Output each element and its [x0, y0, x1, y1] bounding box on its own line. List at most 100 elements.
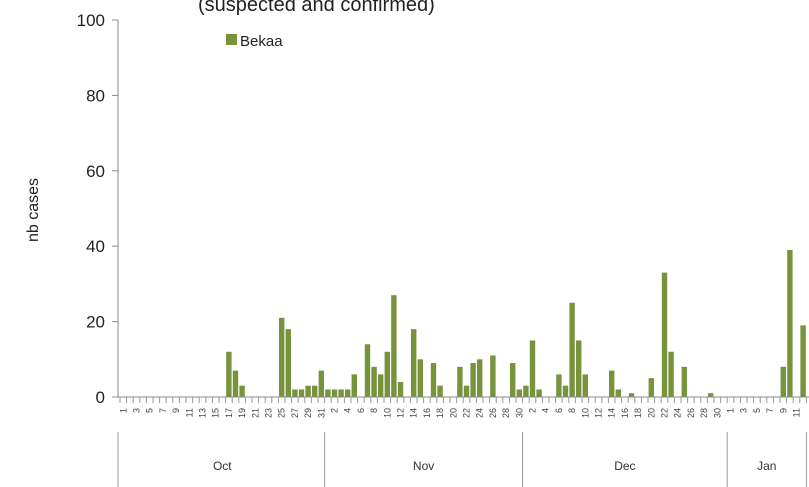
bar — [510, 363, 516, 397]
x-tick-label: 4 — [541, 408, 551, 413]
x-tick-label: 8 — [567, 408, 577, 413]
bar — [661, 272, 668, 397]
bar — [430, 363, 437, 397]
x-tick-label: 29 — [303, 408, 313, 418]
x-tick-label: 25 — [277, 408, 287, 418]
bar — [384, 351, 390, 397]
x-tick-label: 14 — [409, 408, 419, 418]
x-tick-label: 30 — [514, 408, 524, 418]
x-tick-label: 16 — [422, 408, 432, 418]
x-tick-label: 9 — [778, 408, 788, 413]
bar — [536, 389, 542, 397]
x-tick-label: 24 — [673, 408, 683, 418]
x-tick-label: 20 — [448, 408, 458, 418]
x-tick-label: 16 — [620, 408, 630, 418]
x-tick-label: 5 — [145, 408, 155, 413]
bar — [523, 385, 529, 397]
x-tick-label: 12 — [396, 408, 406, 418]
bar — [232, 370, 239, 397]
x-tick-label: 21 — [250, 408, 260, 418]
x-axis: 1 3 5 7 9 11 13 15 17 19 21 23 25 27 29 31 2 4 6 8 10 12 14 16 1… — [117, 396, 809, 487]
bar — [787, 249, 793, 397]
bar — [470, 363, 476, 397]
bar — [285, 329, 291, 397]
x-tick-label: 27 — [290, 408, 300, 418]
month-label: Oct — [213, 459, 232, 473]
legend-label-bekaa: Bekaa — [240, 33, 283, 50]
x-tick-label: 15 — [211, 408, 221, 418]
y-tick-label: 60 — [86, 162, 105, 181]
bar — [457, 366, 463, 397]
bar — [318, 370, 324, 397]
x-tick-label: 9 — [171, 408, 181, 413]
x-tick-label: 23 — [264, 408, 274, 418]
bar — [298, 389, 305, 397]
bar — [477, 359, 483, 397]
x-tick-label: 28 — [699, 408, 709, 418]
legend: Bekaa — [226, 33, 283, 50]
bar — [582, 374, 588, 397]
bar — [708, 393, 714, 397]
bar — [681, 366, 687, 397]
bar — [576, 340, 582, 397]
bar — [226, 351, 232, 397]
x-tick-label: 14 — [607, 408, 617, 418]
bar — [780, 366, 786, 397]
bar — [668, 351, 674, 397]
x-tick-label: 12 — [594, 408, 604, 418]
x-tick-label: 3 — [132, 408, 142, 413]
x-tick-label: 26 — [488, 408, 498, 418]
bar — [292, 389, 298, 397]
bar — [239, 385, 245, 397]
x-tick-label: 31 — [316, 408, 326, 418]
y-axis: 0 20 40 60 80 100 — [77, 11, 119, 407]
bar — [800, 325, 806, 397]
bar — [437, 385, 443, 397]
x-tick-label: 1 — [726, 408, 736, 413]
bar — [562, 385, 569, 397]
bar — [345, 389, 351, 397]
bar — [615, 389, 621, 397]
bar — [279, 317, 285, 397]
bar — [397, 381, 404, 397]
x-tick-label: 2 — [528, 408, 538, 413]
x-tick-label: 13 — [198, 408, 208, 418]
legend-swatch-bekaa — [226, 34, 237, 45]
month-label: Jan — [757, 459, 776, 473]
x-tick-label: 30 — [712, 408, 722, 418]
bar — [569, 302, 575, 397]
month-label: Nov — [413, 459, 434, 473]
bar — [556, 374, 562, 397]
y-axis-label: nb cases — [25, 178, 42, 242]
y-tick-label: 100 — [77, 11, 105, 30]
x-tick-label: 7 — [158, 408, 168, 413]
bar — [364, 344, 371, 397]
x-tick-label: 5 — [752, 408, 762, 413]
x-tick-label: 3 — [739, 408, 749, 413]
x-tick-label: 20 — [646, 408, 656, 418]
bar — [417, 359, 423, 397]
bar — [378, 374, 384, 397]
y-tick-label: 0 — [96, 388, 105, 407]
y-tick-label: 20 — [86, 313, 105, 332]
x-tick-label: 22 — [660, 408, 670, 418]
x-tick-label: 19 — [237, 408, 247, 418]
bar — [529, 340, 536, 397]
bar — [490, 355, 496, 397]
x-tick-label: 6 — [554, 408, 564, 413]
x-tick-label: 24 — [475, 408, 485, 418]
bar — [411, 329, 417, 397]
month-label: Dec — [614, 459, 635, 473]
bar — [371, 366, 377, 397]
bar — [463, 385, 470, 397]
x-tick-label: 6 — [356, 408, 366, 413]
x-tick-label: 10 — [580, 408, 590, 418]
bar — [331, 389, 338, 397]
bar — [648, 378, 654, 397]
bar — [338, 389, 344, 397]
bar — [628, 393, 635, 397]
x-tick-label: 8 — [369, 408, 379, 413]
x-tick-label: 1 — [118, 408, 128, 413]
x-tick-label: 11 — [184, 408, 194, 417]
bar — [391, 295, 397, 397]
